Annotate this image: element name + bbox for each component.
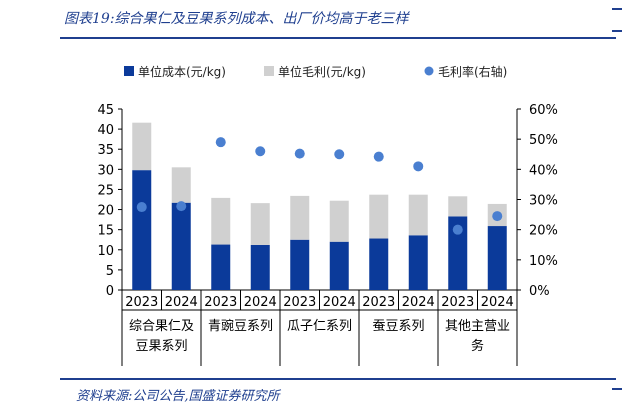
y-left-tick-label: 30: [97, 163, 114, 178]
bar-cost: [487, 226, 507, 290]
y-left-tick-label: 10: [97, 244, 114, 259]
x-year-label: 2023: [362, 295, 395, 310]
bar-cost: [171, 202, 191, 290]
bar-margin: [290, 195, 310, 240]
bar-margin: [132, 122, 152, 171]
bar-cost: [290, 239, 310, 290]
y-left-tick-label: 40: [97, 123, 114, 138]
bar-cost: [211, 244, 231, 290]
bar-cost: [448, 216, 468, 290]
x-group-label: 青豌豆系列: [208, 318, 273, 334]
edge-mark-top-2: [612, 30, 622, 32]
rate-points: [136, 137, 503, 235]
legend-swatch-2: [424, 66, 434, 76]
legend-label-1: 单位毛利(元/kg): [278, 64, 366, 79]
y-right-tick-label: 60%: [529, 103, 558, 118]
figure-title: 图表19:综合果仁及豆果系列成本、出厂价均高于老三样: [64, 11, 409, 27]
rate-point: [176, 201, 187, 212]
x-group-label: 豆果系列: [135, 339, 187, 354]
bar-margin: [408, 194, 428, 236]
x-year-label: 2023: [125, 295, 158, 310]
bar-margin: [369, 194, 389, 239]
x-year-label: 2023: [283, 295, 316, 310]
legend-label-2: 毛利率(右轴): [438, 64, 507, 79]
y-left-tick-label: 45: [97, 103, 114, 118]
x-year-label: 2024: [165, 295, 198, 310]
edge-mark-bottom: [612, 388, 622, 390]
x-group-label: 综合果仁及: [129, 319, 194, 334]
title-rule: [60, 37, 616, 39]
x-year-label: 2024: [402, 295, 435, 310]
x-axis-labels: 2023 2024 2023 2024 2023 2024 2023 2024 2023 2024…: [121, 290, 518, 366]
x-year-label: 2024: [323, 295, 356, 310]
y-left-tick-label: 20: [97, 204, 114, 219]
bar-cost: [408, 235, 428, 290]
y-right-tick-label: 10%: [529, 254, 558, 269]
x-year-label: 2023: [441, 295, 474, 310]
x-year-label: 2024: [481, 295, 514, 310]
edge-mark-top: [612, 8, 622, 10]
bar-cost: [369, 238, 389, 290]
bar-margin: [171, 167, 191, 203]
rate-point: [452, 224, 463, 235]
bar-margin: [211, 197, 231, 245]
bars: [132, 122, 507, 290]
bar-margin: [250, 203, 270, 245]
y-right-tick-label: 50%: [529, 133, 558, 148]
legend-label-0: 单位成本(元/kg): [138, 64, 226, 79]
y-right-tick-label: 30%: [529, 194, 558, 209]
rate-point: [334, 149, 345, 160]
bar-margin: [329, 200, 349, 242]
legend: 单位成本(元/kg) 单位毛利(元/kg) 毛利率(右轴): [124, 64, 507, 79]
y-left-tick-label: 5: [106, 264, 114, 279]
y-right-tick-label: 40%: [529, 163, 558, 178]
y-right-tick-label: 20%: [529, 224, 558, 239]
rate-point: [215, 137, 226, 148]
source-rule: [60, 378, 616, 380]
y-left-tick-label: 25: [97, 183, 114, 198]
legend-swatch-0: [124, 66, 134, 76]
bar-cost: [132, 170, 152, 290]
rate-point: [373, 151, 384, 162]
y-left-tick-label: 15: [97, 224, 114, 239]
y-right-tick-label: 0%: [529, 284, 550, 299]
legend-swatch-1: [264, 66, 274, 76]
y-left-tick-label: 0: [106, 284, 114, 299]
rate-point: [136, 202, 147, 213]
x-group-label: 瓜子仁系列: [287, 319, 352, 334]
x-group-label: 蚕豆系列: [372, 319, 424, 334]
rate-point: [413, 161, 424, 172]
x-group-label: 其他主营业: [445, 319, 510, 334]
source-note: 资料来源:公司公告,国盛证券研究所: [76, 389, 280, 404]
rate-point: [255, 146, 266, 157]
rate-point: [294, 148, 305, 159]
rate-point: [492, 211, 503, 222]
x-year-label: 2023: [204, 295, 237, 310]
y-left-tick-label: 35: [97, 143, 114, 158]
x-year-label: 2024: [244, 295, 277, 310]
bar-cost: [250, 244, 270, 290]
bar-cost: [329, 241, 349, 290]
bar-margin: [448, 196, 468, 217]
x-group-label: 务: [471, 338, 484, 354]
